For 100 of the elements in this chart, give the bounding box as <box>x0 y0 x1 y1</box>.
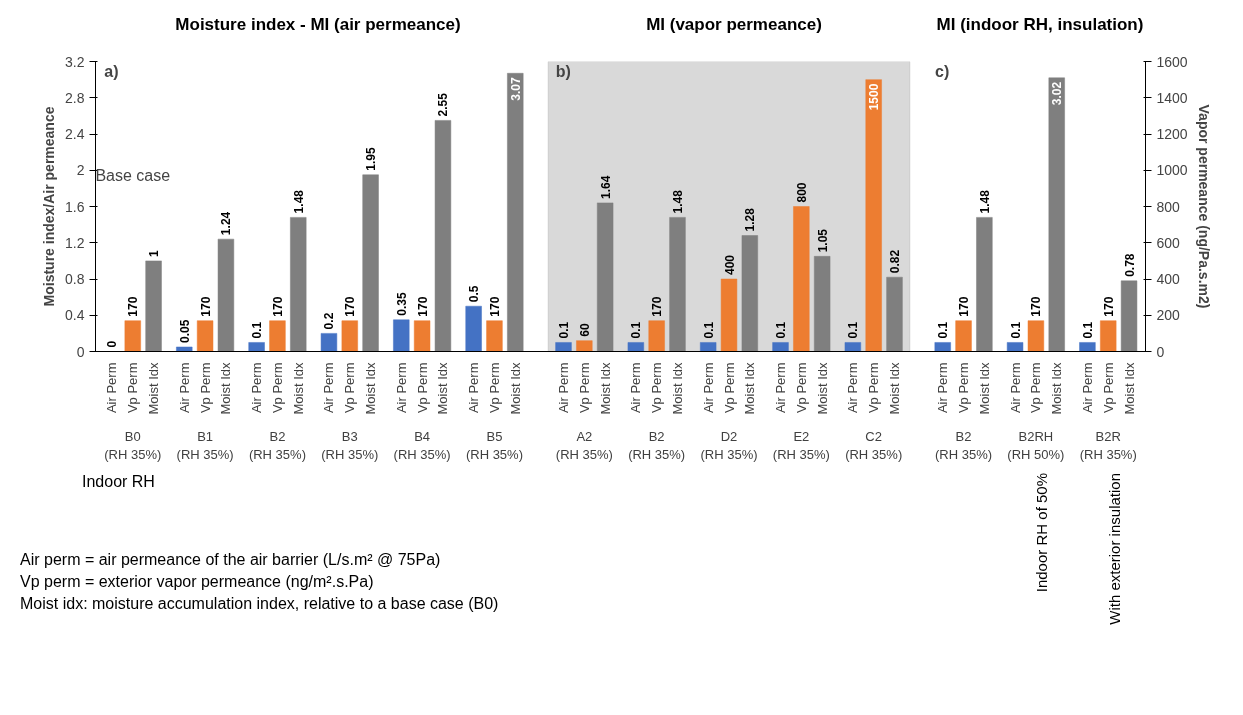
text: Vp perm = exterior vapor permeance (ng/m².s.Pa) <box>20 572 374 592</box>
x-tick-label: B2R (RH 35%) <box>1079 428 1137 462</box>
annotation: a) <box>104 62 119 80</box>
x-tick-label: B0 (RH 35%) <box>104 428 162 462</box>
y-tick-label: 2.8 <box>65 89 85 106</box>
data-label: 2.55 <box>436 92 451 117</box>
annotation: c) <box>935 62 950 80</box>
y2-tick-label: 0 <box>1156 343 1165 360</box>
data-label: 0.1 <box>557 321 572 339</box>
text: Moist Idx <box>1049 362 1065 415</box>
text: Vp Perm <box>1028 362 1044 414</box>
text: Air Perm <box>1007 362 1023 414</box>
data-label: 3.02 <box>1050 81 1065 106</box>
y-tick-label: 3.2 <box>65 53 85 70</box>
text: Moist idx: moisture accumulation index, relative to a base case (B0) <box>20 594 499 614</box>
text: Vp Perm <box>342 362 358 414</box>
text: Moist Idx <box>218 362 234 415</box>
data-label: 0.5 <box>467 285 482 303</box>
text: Moist Idx <box>290 362 306 415</box>
text: Vp Perm <box>649 362 665 414</box>
text: Air Perm <box>466 362 482 414</box>
x-tick-label: B2RH (RH 50%) <box>1007 428 1065 462</box>
data-label: 1.24 <box>219 211 234 236</box>
data-label: 1.95 <box>364 147 379 171</box>
data-label: 0.1 <box>701 321 716 339</box>
data-label: 0.35 <box>394 292 409 316</box>
data-label: 1.05 <box>815 228 830 253</box>
text: Air Perm <box>1079 362 1095 414</box>
x-tick-label: B5 (RH 35%) <box>465 428 523 462</box>
x-tick-label: D2 (RH 35%) <box>700 428 758 462</box>
text: Air Perm <box>773 362 789 414</box>
text: MI (vapor permeance) <box>646 15 822 34</box>
text: Vp Perm <box>721 362 737 414</box>
y2-tick-label: 1600 <box>1156 53 1188 70</box>
text: Vp Perm <box>866 362 882 414</box>
y-axis-title: Moisture index/Air permeance <box>41 106 58 307</box>
data-label: 0.82 <box>888 249 903 274</box>
text: Air Perm <box>104 362 120 414</box>
data-label: 0.1 <box>629 321 644 339</box>
text: Vp Perm <box>956 362 972 414</box>
y2-tick-label: 400 <box>1156 271 1181 287</box>
text: Vp Perm <box>269 362 285 414</box>
data-label: 0.1 <box>250 321 265 339</box>
text: MI (indoor RH, insulation) <box>936 15 1144 34</box>
y-tick-label: 1.6 <box>65 198 85 215</box>
data-label: 170 <box>270 296 285 317</box>
annotation: Base case <box>95 166 171 184</box>
data-label: 1500 <box>867 83 882 111</box>
data-label: 800 <box>794 182 809 203</box>
text: Moist Idx <box>669 362 685 415</box>
y-tick-label: 0.4 <box>65 307 85 324</box>
text: Vp Perm <box>793 362 809 414</box>
y2-tick-label: 1400 <box>1156 89 1188 106</box>
data-label: 0.78 <box>1122 253 1137 277</box>
data-label: 1.48 <box>291 189 306 214</box>
data-label: 170 <box>1029 296 1044 317</box>
text: Vp Perm <box>1100 362 1116 414</box>
text: Moist Idx <box>597 362 613 415</box>
text: Vp Perm <box>197 362 213 414</box>
y2-tick-label: 1000 <box>1156 162 1188 179</box>
data-label: 0.1 <box>936 321 951 339</box>
text: Air Perm <box>176 362 192 414</box>
text: Vp Perm <box>414 362 430 414</box>
data-label: 3.07 <box>508 76 523 101</box>
data-label: 0.1 <box>846 321 861 339</box>
x-tick-label: B2 (RH 35%) <box>628 428 686 462</box>
text: With exterior insulation <box>1105 473 1124 625</box>
data-label: 1.48 <box>670 189 685 214</box>
text: Moist Idx <box>146 362 162 415</box>
text: Air perm = air permeance of the air barrier (L/s.m² @ 75Pa) <box>20 550 441 570</box>
data-label: 170 <box>1101 296 1116 317</box>
text: Vp Perm <box>576 362 592 414</box>
y2-tick-label: 1200 <box>1156 126 1188 142</box>
text: Moist Idx <box>363 362 379 415</box>
data-label: 1.64 <box>598 175 613 199</box>
y-tick-label: 1.2 <box>65 234 85 251</box>
data-label: 60 <box>577 322 592 337</box>
x-tick-label: B2 (RH 35%) <box>248 428 306 462</box>
x-tick-label: B2 (RH 35%) <box>935 428 993 462</box>
x-tick-label: C2 (RH 35%) <box>845 428 903 462</box>
text: Moist Idx <box>435 362 451 415</box>
annotation: b) <box>555 62 571 80</box>
text: Indoor RH <box>82 472 155 492</box>
text: Moist Idx <box>1121 362 1137 415</box>
text: Air Perm <box>935 362 951 414</box>
data-label: 1.28 <box>743 207 758 232</box>
x-tick-label: B4 (RH 35%) <box>393 428 451 462</box>
text: Vp Perm <box>125 362 141 414</box>
text: Air Perm <box>249 362 265 414</box>
data-label: 170 <box>198 296 213 317</box>
data-label: 0.2 <box>322 312 337 330</box>
data-label: 400 <box>722 254 737 275</box>
text: Moist Idx <box>814 362 830 415</box>
data-label: 0.1 <box>774 321 789 339</box>
data-label: 170 <box>957 296 972 317</box>
text: Moist Idx <box>507 362 523 415</box>
data-label: 170 <box>487 296 502 317</box>
text: Air Perm <box>845 362 861 414</box>
text: Moist Idx <box>976 362 992 415</box>
data-label: 1 <box>147 249 162 257</box>
